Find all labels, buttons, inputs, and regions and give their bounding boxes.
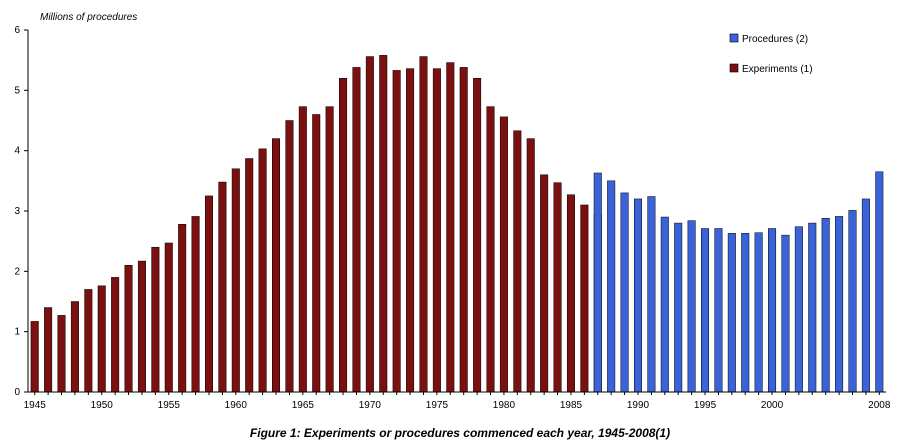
bar-procedures-2006 xyxy=(848,210,857,393)
bar-experiments-1984 xyxy=(553,182,562,393)
y-axis-title: Millions of procedures xyxy=(40,12,137,23)
bar-experiments-1945 xyxy=(30,321,39,393)
legend-label-experiments: Experiments (1) xyxy=(742,64,813,75)
bar-experiments-1948 xyxy=(70,301,79,393)
bar-experiments-1963 xyxy=(272,138,281,393)
legend-swatch-procedures xyxy=(729,33,739,43)
bar-procedures-1990 xyxy=(633,198,642,393)
bars-group xyxy=(30,55,884,393)
bar-procedures-2001 xyxy=(781,234,790,393)
bar-procedures-1997 xyxy=(727,233,736,393)
bar-experiments-1972 xyxy=(392,70,401,393)
y-tick-label: 2 xyxy=(14,266,20,277)
bar-experiments-1955 xyxy=(164,242,173,393)
bar-experiments-1964 xyxy=(285,120,294,393)
bar-procedures-1996 xyxy=(714,228,723,393)
y-ticks-group: 0 1 2 3 4 5 6 xyxy=(14,25,28,398)
y-tick-label: 6 xyxy=(14,25,20,36)
bar-experiments-1969 xyxy=(352,67,361,393)
y-tick-label: 3 xyxy=(14,206,20,217)
bar-experiments-1966 xyxy=(312,114,321,393)
bar-procedures-1999 xyxy=(754,232,763,393)
legend: Procedures (2) Experiments (1) xyxy=(729,33,813,75)
bar-experiments-1970 xyxy=(365,56,374,393)
x-tick-label: 2008 xyxy=(868,400,891,411)
y-tick-label: 0 xyxy=(14,387,20,398)
bar-procedures-1987 xyxy=(593,172,602,393)
bar-experiments-1983 xyxy=(540,174,549,393)
bar-experiments-1961 xyxy=(245,158,254,393)
bar-experiments-1986 xyxy=(580,204,589,393)
x-tick-label: 1985 xyxy=(560,400,583,411)
bar-experiments-1949 xyxy=(84,289,93,393)
bar-procedures-1994 xyxy=(687,220,696,393)
bar-procedures-2000 xyxy=(768,228,777,393)
x-tick-label: 1970 xyxy=(359,400,382,411)
bar-procedures-2008 xyxy=(875,171,884,393)
bar-procedures-1998 xyxy=(741,233,750,393)
bar-experiments-1960 xyxy=(231,168,240,393)
bar-experiments-1977 xyxy=(459,67,468,393)
bar-experiments-1978 xyxy=(473,78,482,393)
bar-procedures-2002 xyxy=(794,226,803,393)
bar-experiments-1951 xyxy=(111,277,120,393)
y-tick-label: 4 xyxy=(14,146,20,157)
bar-experiments-1976 xyxy=(446,62,455,393)
bar-procedures-1993 xyxy=(674,222,683,393)
bar-experiments-1979 xyxy=(486,106,495,393)
bar-procedures-1995 xyxy=(701,228,710,393)
x-tick-label: 1975 xyxy=(426,400,449,411)
bar-procedures-1992 xyxy=(660,216,669,393)
bar-experiments-1965 xyxy=(298,106,307,393)
bar-experiments-1958 xyxy=(204,195,213,393)
bar-experiments-1954 xyxy=(151,246,160,393)
bar-experiments-1956 xyxy=(178,224,187,393)
bar-experiments-1982 xyxy=(526,138,535,393)
y-tick-label: 5 xyxy=(14,85,20,96)
bar-experiments-1974 xyxy=(419,56,428,393)
x-tick-label: 1945 xyxy=(24,400,47,411)
x-tick-label: 1950 xyxy=(91,400,114,411)
bar-procedures-1988 xyxy=(607,180,616,393)
x-tick-label: 1965 xyxy=(292,400,315,411)
x-tick-label: 1995 xyxy=(694,400,717,411)
x-ticks-group: 1945 1950 1955 1960 1965 1970 1975 1980 1985 1990… xyxy=(24,392,891,411)
legend-swatch-experiments xyxy=(729,63,739,73)
bar-experiments-1957 xyxy=(191,216,200,393)
bar-experiments-1967 xyxy=(325,106,334,393)
bar-experiments-1981 xyxy=(513,130,522,393)
bar-procedures-1991 xyxy=(647,196,656,393)
bar-experiments-1950 xyxy=(97,285,106,393)
bar-procedures-1989 xyxy=(620,192,629,393)
legend-label-procedures: Procedures (2) xyxy=(742,34,808,45)
bar-experiments-1959 xyxy=(218,181,227,393)
bar-procedures-2003 xyxy=(808,222,817,393)
bar-experiments-1980 xyxy=(499,116,508,393)
bar-experiments-1971 xyxy=(379,55,388,393)
bar-experiments-1962 xyxy=(258,148,267,393)
x-tick-label: 1980 xyxy=(493,400,516,411)
bar-experiments-1985 xyxy=(566,194,575,393)
bar-procedures-2004 xyxy=(821,217,830,393)
y-tick-label: 1 xyxy=(14,327,20,338)
x-tick-label: 1990 xyxy=(627,400,650,411)
figure-caption: Figure 1: Experiments or procedures comm… xyxy=(250,426,670,440)
x-tick-label: 1960 xyxy=(225,400,248,411)
bar-experiments-1947 xyxy=(57,315,66,393)
bar-procedures-2007 xyxy=(861,198,870,393)
bar-experiments-1953 xyxy=(137,260,146,393)
bar-procedures-2005 xyxy=(835,216,844,393)
bar-experiments-1952 xyxy=(124,265,133,393)
x-tick-label: 2000 xyxy=(761,400,784,411)
x-tick-label: 1955 xyxy=(158,400,181,411)
bar-experiments-1973 xyxy=(406,68,415,393)
bar-experiments-1946 xyxy=(44,307,53,393)
bar-experiments-1975 xyxy=(432,68,441,393)
bar-experiments-1968 xyxy=(339,78,348,393)
